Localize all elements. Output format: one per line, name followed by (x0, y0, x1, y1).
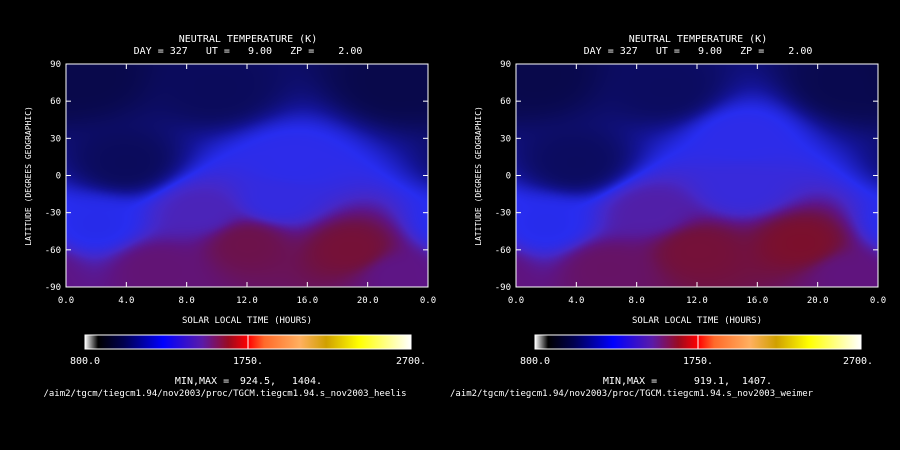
heatmap-canvas (66, 64, 428, 287)
y-tick-label: -60 (495, 246, 511, 256)
axis-ticks: 0.0 4.0 8.0 12.0 16.0 20.0 0.0 90 60 30 0 -30 -60 -90 (45, 60, 436, 306)
y-tick-label: -90 (495, 283, 511, 293)
source-file-path: /aim2/tgcm/tiegcm1.94/nov2003/proc/TGCM.… (43, 389, 406, 399)
x-axis-label: SOLAR LOCAL TIME (HOURS) (182, 316, 312, 326)
y-tick-label: 90 (500, 60, 511, 70)
x-tick-label: 0.0 (420, 296, 436, 306)
minmax-label: MIN,MAX = (603, 376, 657, 387)
y-tick-label: -30 (495, 209, 511, 219)
chart-subtitle: DAY = 327 UT = 9.00 ZP = 2.00 (134, 46, 363, 57)
min-value: 924.5, (240, 376, 276, 387)
y-tick-label: 60 (500, 97, 511, 107)
x-tick-label: 8.0 (179, 296, 195, 306)
heatmap-area (516, 64, 878, 287)
x-tick-label: 12.0 (236, 296, 258, 306)
panel-left: NEUTRAL TEMPERATURE (K) DAY = 327 UT = 9… (24, 34, 436, 399)
y-tick-label: -60 (45, 246, 61, 256)
colorbar-mid-label: 1750. (233, 356, 263, 367)
y-tick-label: 60 (50, 97, 61, 107)
x-tick-label: 8.0 (629, 296, 645, 306)
panel-right: NEUTRAL TEMPERATURE (K) DAY = 327 UT = 9… (450, 34, 886, 399)
heatmap-area (66, 64, 428, 287)
x-tick-label: 4.0 (118, 296, 134, 306)
minmax-label: MIN,MAX = (175, 376, 229, 387)
source-file-path: /aim2/tgcm/tiegcm1.94/nov2003/proc/TGCM.… (450, 389, 814, 399)
max-value: 1407. (742, 376, 772, 387)
x-tick-label: 0.0 (508, 296, 524, 306)
x-tick-label: 4.0 (568, 296, 584, 306)
x-tick-label: 12.0 (686, 296, 708, 306)
colorbar-max-label: 2700. (396, 356, 426, 367)
min-value: 919.1, (694, 376, 730, 387)
y-tick-label: 0 (506, 172, 511, 182)
y-tick-label: 90 (50, 60, 61, 70)
y-axis-label: LATITUDE (DEGREES GEOGRAPHIC) (474, 106, 483, 246)
heatmap-canvas (516, 64, 878, 287)
colorbar-mid-label: 1750. (683, 356, 713, 367)
colorbar-min-label: 800.0 (520, 356, 550, 367)
chart-title: NEUTRAL TEMPERATURE (K) (179, 34, 317, 45)
chart-title: NEUTRAL TEMPERATURE (K) (629, 34, 767, 45)
x-tick-label: 0.0 (870, 296, 886, 306)
y-tick-label: -30 (45, 209, 61, 219)
x-axis-label: SOLAR LOCAL TIME (HOURS) (632, 316, 762, 326)
y-tick-label: 30 (500, 134, 511, 144)
max-value: 1404. (292, 376, 322, 387)
y-tick-label: 30 (50, 134, 61, 144)
x-tick-label: 20.0 (357, 296, 379, 306)
y-axis-label: LATITUDE (DEGREES GEOGRAPHIC) (24, 106, 33, 246)
axis-ticks: 0.0 4.0 8.0 12.0 16.0 20.0 0.0 90 60 30 0 -30 -60 -90 (495, 60, 886, 306)
chart-subtitle: DAY = 327 UT = 9.00 ZP = 2.00 (584, 46, 813, 57)
y-tick-label: 0 (56, 172, 61, 182)
x-tick-label: 20.0 (807, 296, 829, 306)
x-tick-label: 16.0 (296, 296, 318, 306)
x-tick-label: 0.0 (58, 296, 74, 306)
x-tick-label: 16.0 (746, 296, 768, 306)
colorbar-max-label: 2700. (843, 356, 873, 367)
y-tick-label: -90 (45, 283, 61, 293)
colorbar-min-label: 800.0 (70, 356, 100, 367)
